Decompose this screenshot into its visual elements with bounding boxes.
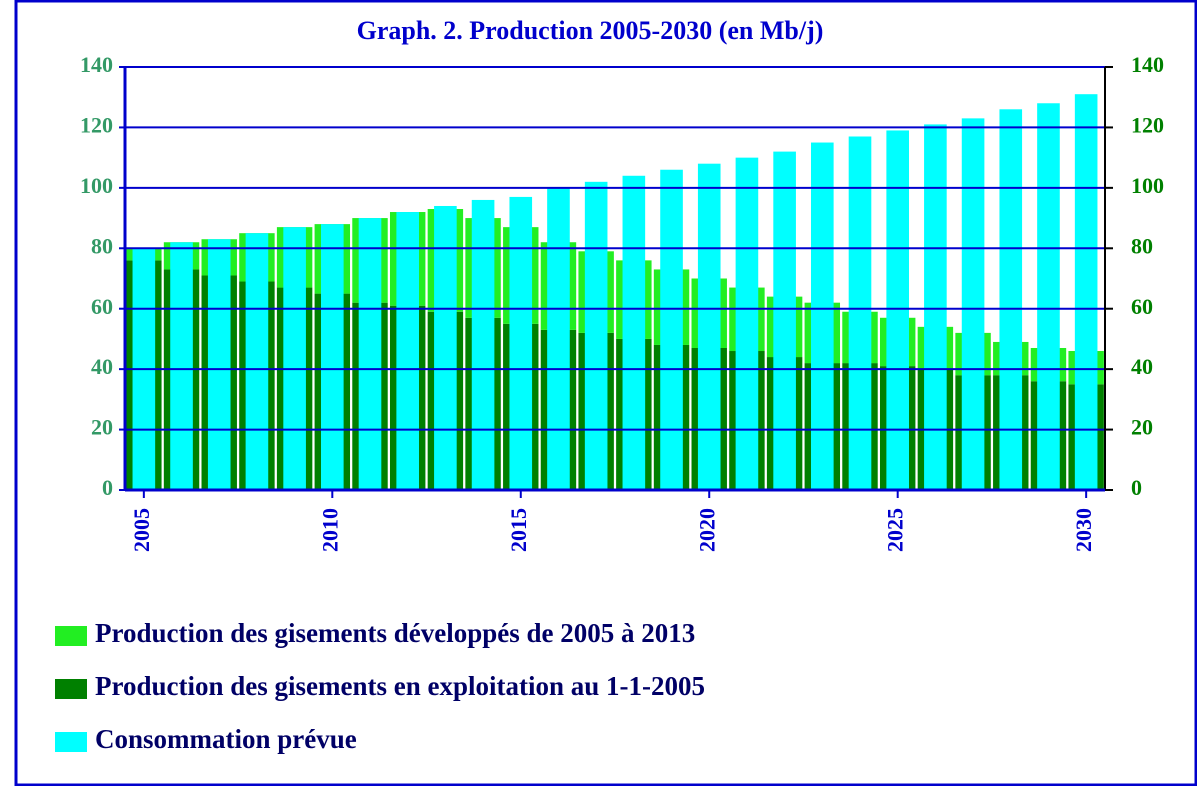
bar — [321, 224, 344, 490]
y2-tick-label: 20 — [1131, 415, 1153, 440]
x-tick-label: 2025 — [883, 508, 908, 552]
bar — [358, 218, 382, 491]
bar — [396, 212, 419, 490]
legend-swatch — [55, 626, 87, 646]
bar — [207, 239, 231, 490]
bar — [584, 181, 608, 491]
y-tick-label: 20 — [91, 415, 113, 440]
y-tick-label: 80 — [91, 233, 113, 258]
bar — [924, 124, 947, 491]
bar — [1037, 103, 1060, 490]
y2-tick-label: 100 — [1131, 173, 1164, 198]
y-tick-label: 120 — [80, 112, 113, 137]
y2-tick-label: 80 — [1131, 233, 1153, 258]
x-tick-label: 2020 — [694, 508, 719, 552]
legend-label: Production des gisements en exploitation… — [95, 671, 705, 701]
x-tick-label: 2015 — [506, 508, 531, 552]
legend-label: Consommation prévue — [95, 724, 357, 754]
bar — [509, 196, 533, 490]
y-tick-label: 140 — [80, 52, 113, 77]
bar — [886, 130, 909, 490]
bar — [547, 187, 570, 490]
y-tick-label: 100 — [80, 173, 113, 198]
legend-swatch — [55, 732, 87, 752]
bar — [848, 136, 872, 490]
bar — [660, 169, 683, 490]
y2-tick-label: 140 — [1131, 52, 1164, 77]
chart-title: Graph. 2. Production 2005-2030 (en Mb/j) — [357, 16, 824, 45]
bar — [999, 109, 1023, 491]
bar — [471, 199, 495, 490]
bars — [126, 94, 1104, 491]
y-tick-label: 40 — [91, 354, 113, 379]
bar — [283, 227, 306, 490]
bar — [697, 163, 721, 490]
x-tick-label: 2030 — [1071, 508, 1096, 552]
bar — [811, 142, 834, 491]
bar — [245, 233, 269, 490]
bar — [735, 157, 759, 490]
legend-label: Production des gisements développés de 2… — [95, 618, 695, 648]
bar — [1074, 94, 1098, 490]
frame — [14, 0, 1197, 786]
bar — [961, 118, 985, 490]
legend-swatch — [55, 679, 87, 699]
bar — [434, 205, 457, 490]
x-tick-label: 2010 — [317, 508, 342, 552]
y-tick-label: 60 — [91, 294, 113, 319]
y2-tick-label: 40 — [1131, 354, 1153, 379]
y2-tick-label: 120 — [1131, 112, 1164, 137]
bar — [170, 242, 193, 490]
y2-tick-label: 60 — [1131, 294, 1153, 319]
y2-tick-label: 0 — [1131, 475, 1142, 500]
x-tick-label: 2005 — [129, 508, 154, 552]
bar — [773, 151, 796, 490]
bar — [622, 175, 646, 490]
y-tick-label: 0 — [102, 475, 113, 500]
